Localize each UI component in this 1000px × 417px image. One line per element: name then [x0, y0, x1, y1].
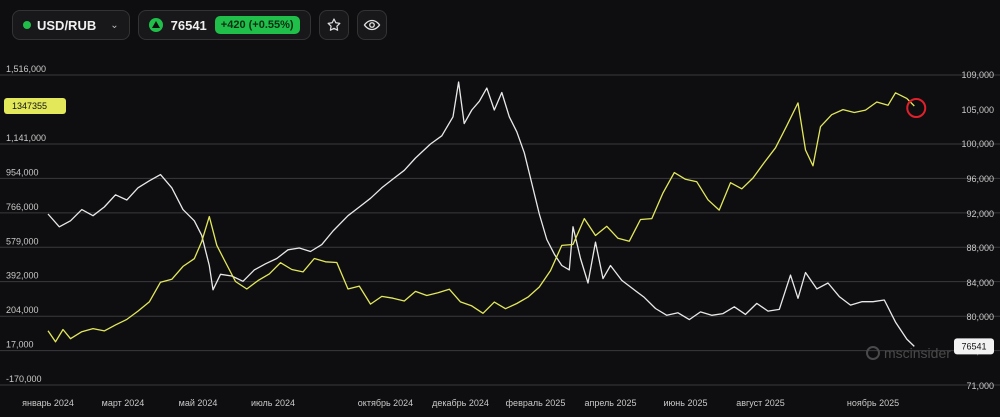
right-tick-label: 92,000: [966, 209, 994, 219]
status-dot-icon: [23, 21, 31, 29]
symbol-selector[interactable]: USD/RUB ⌄: [12, 10, 130, 40]
x-tick-label: декабрь 2024: [432, 398, 489, 408]
left-current-tag: [4, 98, 66, 115]
x-tick-label: май 2024: [179, 398, 218, 408]
x-tick-label: апрель 2025: [584, 398, 636, 408]
x-tick-label: июнь 2025: [664, 398, 708, 408]
chevron-down-icon: ⌄: [110, 19, 119, 31]
x-tick-label: март 2024: [102, 398, 145, 408]
right-tick-label: 88,000: [966, 243, 994, 253]
left-tick-label: 17,000: [6, 340, 34, 350]
left-tick-label: 1,516,000: [6, 64, 46, 74]
left-tick-label: 579,000: [6, 236, 39, 246]
star-icon: [327, 18, 341, 31]
x-tick-label: август 2025: [736, 398, 785, 408]
right-tick-label: 80,000: [966, 312, 994, 322]
left-tick-label: -170,000: [6, 374, 42, 384]
up-arrow-icon: [148, 18, 163, 32]
right-tick-label: 84,000: [966, 278, 994, 288]
watermark-text: mscinsider: [884, 345, 951, 361]
right-tick-label: 105,000: [961, 105, 994, 115]
x-tick-label: июль 2024: [251, 398, 295, 408]
eye-icon: [363, 19, 380, 31]
x-tick-label: октябрь 2024: [358, 398, 413, 408]
right-current-tag-label: 76541: [961, 341, 986, 351]
series-line-yellow: [47, 92, 915, 343]
x-tick-label: январь 2024: [22, 398, 74, 408]
right-tick-label: 109,000: [961, 70, 994, 80]
symbol-label: USD/RUB: [37, 17, 97, 33]
top-bar: USD/RUB ⌄ 76541 +420 (+0.55%): [12, 10, 387, 42]
right-tick-label: 71,000: [966, 381, 994, 391]
left-current-tag-label: 1347355: [12, 101, 47, 111]
watermark: mscinsider: [866, 345, 951, 361]
left-tick-label: 1,141,000: [6, 133, 46, 143]
x-tick-label: февраль 2025: [506, 398, 566, 408]
left-tick-label: 392,000: [6, 271, 39, 281]
watermark-logo-icon: [866, 346, 880, 360]
left-tick-label: 954,000: [6, 167, 39, 177]
x-tick-label: ноябрь 2025: [847, 398, 899, 408]
series-line-white: [47, 81, 915, 347]
right-current-tag: [954, 338, 994, 355]
current-price: 76541: [170, 17, 207, 33]
right-tick-label: 100,000: [961, 139, 994, 149]
price-change-badge: +420 (+0.55%): [214, 16, 300, 34]
price-display: 76541 +420 (+0.55%): [137, 10, 311, 40]
highlight-circle: [906, 98, 927, 119]
favorite-button[interactable]: [318, 10, 349, 40]
left-tick-label: 204,000: [6, 305, 39, 315]
watch-button[interactable]: [356, 10, 387, 40]
right-tick-label: 96,000: [966, 174, 994, 184]
left-tick-label: 766,000: [6, 202, 39, 212]
